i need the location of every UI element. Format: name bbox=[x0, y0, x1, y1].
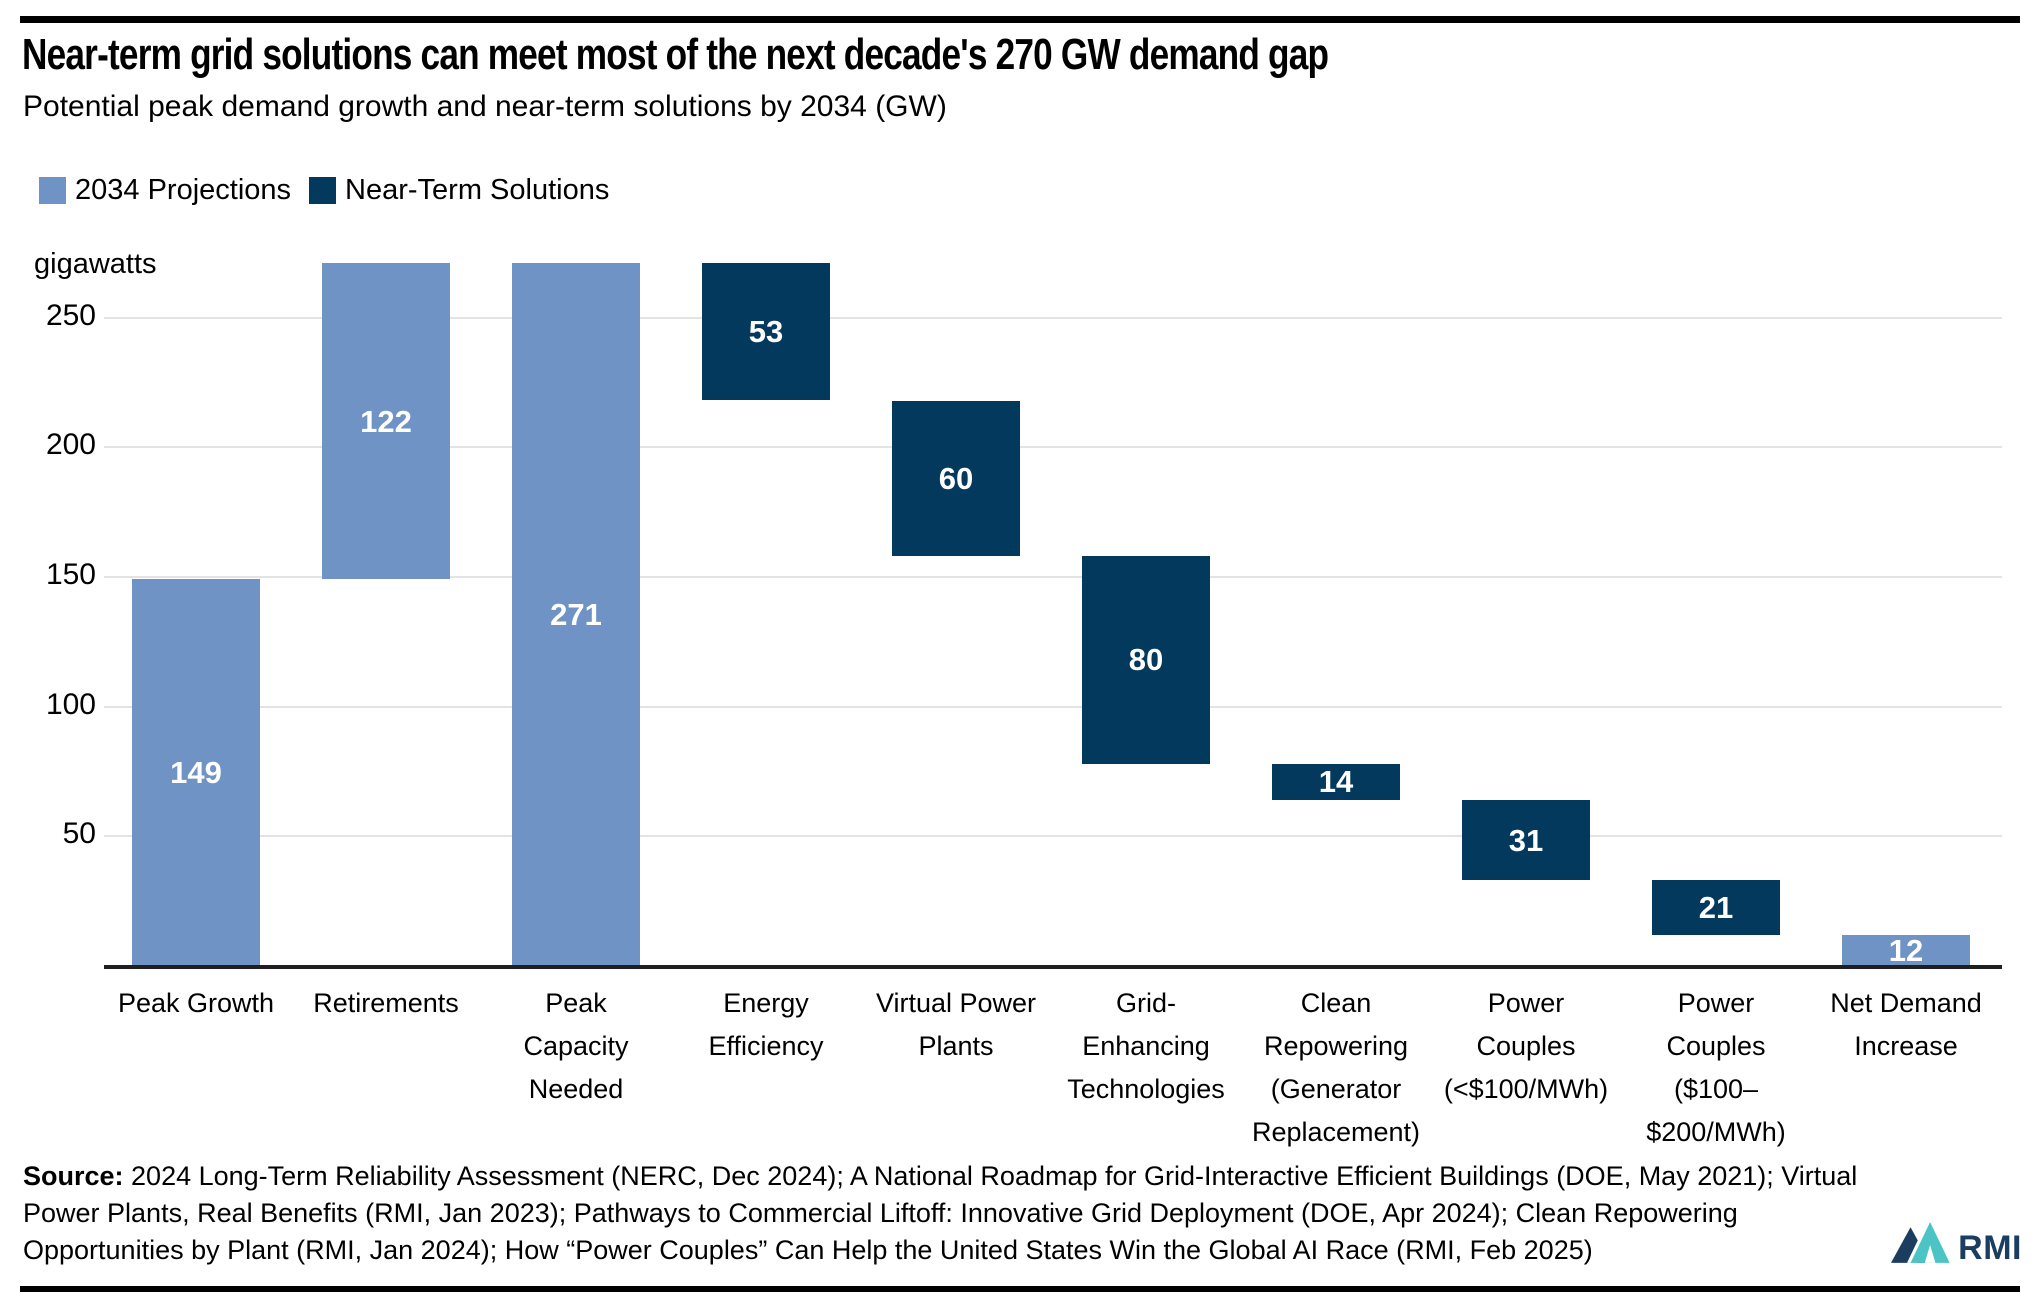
rmi-logo-text: RMI bbox=[1958, 1229, 2022, 1268]
rmi-logo-mountains-icon bbox=[1891, 1221, 1950, 1263]
x-axis-label-energy-efficiency: Energy Efficiency bbox=[708, 988, 824, 1061]
bar-clean-repowering-generator-replacement: 14 bbox=[1272, 763, 1400, 800]
bar-retirements: 122 bbox=[322, 263, 450, 580]
bar-grid-enhancing-technologies: 80 bbox=[1082, 556, 1210, 764]
x-axis-label-power-couples-100-200-mwh: Power Couples ($100–$200/MWh) bbox=[1646, 988, 1786, 1147]
bar-value-label: 21 bbox=[1698, 890, 1734, 926]
legend-label-solutions: Near-Term Solutions bbox=[345, 174, 610, 206]
x-axis-label-peak-growth: Peak Growth bbox=[117, 988, 275, 1018]
bar-value-label: 271 bbox=[550, 597, 602, 632]
y-tick-label-150: 150 bbox=[45, 557, 96, 591]
bar-virtual-power-plants: 60 bbox=[892, 400, 1020, 557]
rmi-logo: RMI bbox=[1891, 1220, 2022, 1268]
source-note: Source: 2024 Long-Term Reliability Asses… bbox=[23, 1158, 1873, 1269]
bar-value-label: 80 bbox=[1128, 642, 1164, 678]
gridline-250 bbox=[104, 316, 2002, 319]
legend-swatch-projections-icon bbox=[39, 177, 66, 204]
gridline-100 bbox=[104, 705, 2002, 708]
gridline-50 bbox=[104, 835, 2002, 838]
bar-value-label: 12 bbox=[1888, 932, 1924, 968]
legend-label-projections: 2034 Projections bbox=[75, 174, 292, 206]
bar-value-label: 60 bbox=[938, 460, 974, 496]
source-text: 2024 Long-Term Reliability Assessment (N… bbox=[23, 1161, 1858, 1265]
y-tick-label-250: 250 bbox=[45, 298, 96, 332]
bar-value-label: 14 bbox=[1318, 764, 1354, 800]
x-axis-label-virtual-power-plants: Virtual Power Plants bbox=[875, 988, 1037, 1061]
chart-subtitle: Potential peak demand growth and near-te… bbox=[23, 90, 947, 123]
bar-energy-efficiency: 53 bbox=[702, 263, 830, 401]
bar-peak-capacity-needed: 271 bbox=[512, 263, 640, 966]
bar-peak-growth: 149 bbox=[132, 579, 260, 966]
legend: 2034 Projections Near-Term Solutions bbox=[39, 174, 609, 207]
top-rule bbox=[20, 16, 2020, 23]
y-tick-label-200: 200 bbox=[45, 428, 96, 462]
bar-power-couples-100-mwh: 31 bbox=[1462, 799, 1590, 881]
bar-value-label: 122 bbox=[360, 403, 412, 439]
y-axis-unit-label: gigawatts bbox=[34, 248, 157, 280]
bottom-rule bbox=[20, 1286, 2020, 1292]
x-axis-label-net-demand-increase: Net Demand Increase bbox=[1830, 988, 1982, 1061]
gridline-200 bbox=[104, 446, 2002, 449]
bar-net-demand-increase: 12 bbox=[1842, 932, 1970, 968]
bar-power-couples-100-200-mwh: 21 bbox=[1652, 880, 1780, 935]
x-axis-label-retirements: Retirements bbox=[313, 988, 459, 1018]
gridline-150 bbox=[104, 575, 2002, 578]
source-label: Source: bbox=[23, 1161, 124, 1191]
x-axis-label-grid-enhancing-technologies: Grid-Enhancing Technologies bbox=[1067, 988, 1225, 1104]
x-axis-label-clean-repowering-generator-replacement: Clean Repowering (Generator Replacement) bbox=[1251, 988, 1421, 1147]
x-axis-label-peak-capacity-needed: Peak Capacity Needed bbox=[523, 988, 629, 1104]
legend-swatch-solutions-icon bbox=[309, 177, 337, 204]
y-tick-label-50: 50 bbox=[62, 817, 96, 851]
bar-value-label: 149 bbox=[170, 755, 222, 791]
legend-item-projections: 2034 Projections bbox=[39, 174, 291, 207]
legend-item-solutions: Near-Term Solutions bbox=[309, 174, 609, 207]
bar-value-label: 31 bbox=[1508, 822, 1544, 858]
y-tick-label-100: 100 bbox=[45, 687, 96, 721]
x-axis-label-power-couples-100-mwh: Power Couples (<$100/MWh) bbox=[1443, 988, 1609, 1104]
x-axis-line bbox=[104, 965, 2002, 969]
chart-title: Near-term grid solutions can meet most o… bbox=[22, 30, 1329, 79]
bar-value-label: 53 bbox=[748, 314, 784, 350]
